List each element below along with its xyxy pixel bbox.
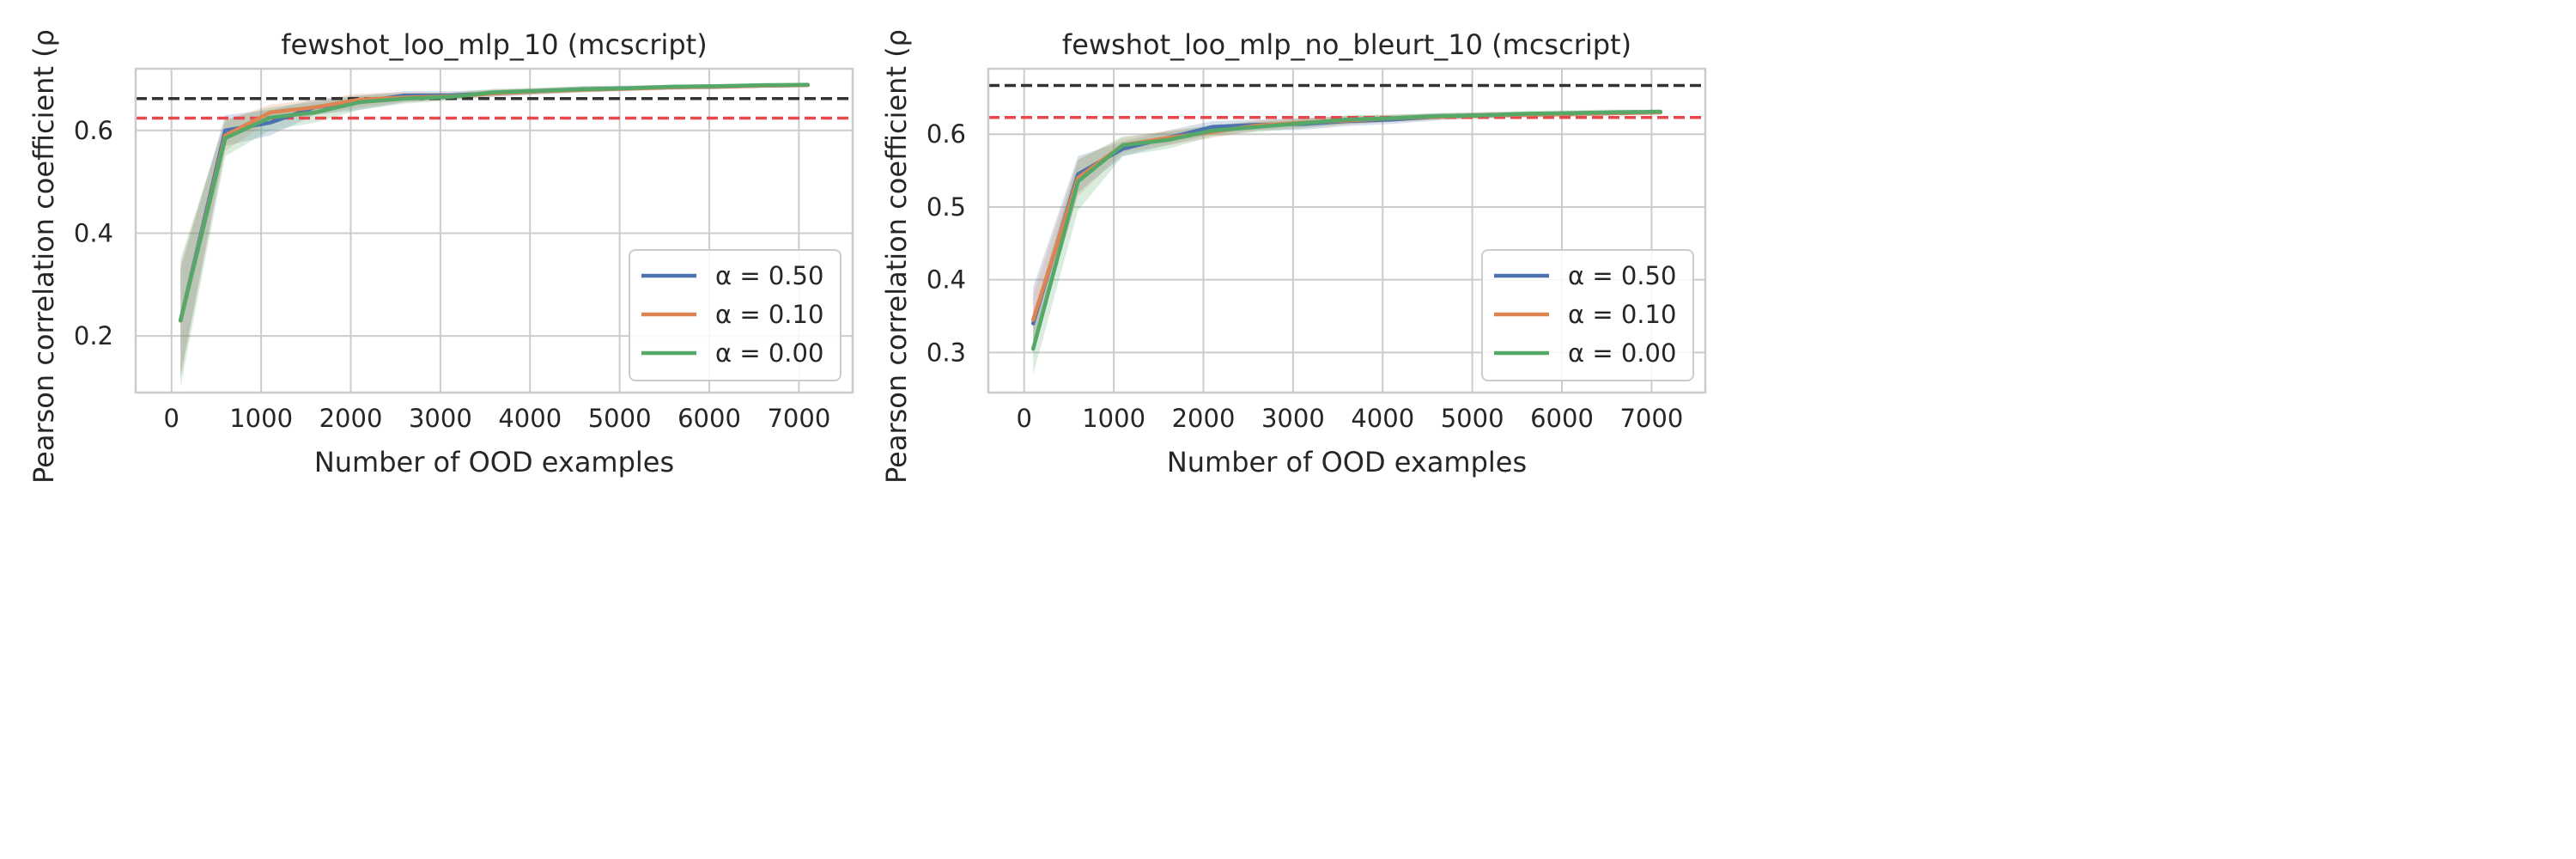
x-axis-label: Number of OOD examples	[1167, 446, 1527, 478]
legend: α = 0.50 α = 0.10 α = 0.00	[629, 249, 841, 381]
x-tick-label: 2000	[319, 404, 383, 433]
y-axis-label: Pearson correlation coefficient (ρ	[27, 29, 60, 484]
x-tick-label: 1000	[1082, 404, 1145, 433]
y-tick-label: 0.6	[74, 116, 113, 145]
x-tick-label: 3000	[409, 404, 472, 433]
legend-box	[629, 249, 841, 381]
legend-label-3: α = 0.00	[1568, 338, 1676, 368]
plot-content	[988, 83, 1705, 375]
x-tick-label: 0	[164, 404, 179, 433]
y-tick-label: 0.2	[74, 321, 113, 350]
chart-title: fewshot_loo_mlp_no_bleurt_10 (mcscript)	[1062, 28, 1631, 61]
series-line-3	[178, 82, 811, 323]
x-tick-label: 2000	[1172, 404, 1236, 433]
legend-label-2: α = 0.10	[1568, 300, 1676, 329]
x-tick-label: 5000	[588, 404, 652, 433]
plot-content	[136, 82, 853, 388]
y-tick-label: 0.5	[927, 192, 966, 222]
confidence-band-1	[180, 83, 808, 378]
x-tick-label: 1000	[229, 404, 293, 433]
legend-label-2: α = 0.10	[715, 300, 823, 329]
x-tick-label: 6000	[677, 404, 741, 433]
chart-title: fewshot_loo_mlp_10 (mcscript)	[281, 28, 707, 61]
y-tick-label: 0.3	[927, 338, 966, 367]
y-tick-label: 0.4	[927, 265, 966, 295]
grid	[136, 69, 853, 393]
x-tick-label: 3000	[1261, 404, 1325, 433]
legend: α = 0.50 α = 0.10 α = 0.00	[1481, 249, 1694, 381]
x-tick-label: 4000	[498, 404, 562, 433]
y-axis-label: Pearson correlation coefficient (ρ	[880, 29, 913, 484]
legend-label-3: α = 0.00	[715, 338, 823, 368]
legend-label-1: α = 0.50	[1568, 261, 1676, 290]
x-tick-label: 4000	[1351, 404, 1414, 433]
legend-label-1: α = 0.50	[715, 261, 823, 290]
y-tick-label: 0.6	[927, 119, 966, 149]
x-axis-label: Number of OOD examples	[314, 446, 674, 478]
x-tick-label: 0	[1017, 404, 1032, 433]
series-line-3	[1030, 109, 1663, 351]
chart-panel-1: 0 1000 2000 3000 4000 5000 6000 7000 0.2 0.4 0.6 fe…	[27, 28, 854, 484]
x-tick-label: 5000	[1441, 404, 1504, 433]
x-tick-label: 6000	[1530, 404, 1594, 433]
y-tick-label: 0.4	[74, 218, 113, 247]
x-tick-label: 7000	[767, 404, 830, 433]
legend-box	[1481, 249, 1694, 381]
x-tick-label: 7000	[1619, 404, 1683, 433]
chart-panel-2: 0 1000 2000 3000 4000 5000 6000 7000 0.3 0.4 0.5 0.…	[880, 28, 1707, 484]
axes-frame	[134, 67, 854, 394]
axes-frame	[987, 67, 1707, 394]
